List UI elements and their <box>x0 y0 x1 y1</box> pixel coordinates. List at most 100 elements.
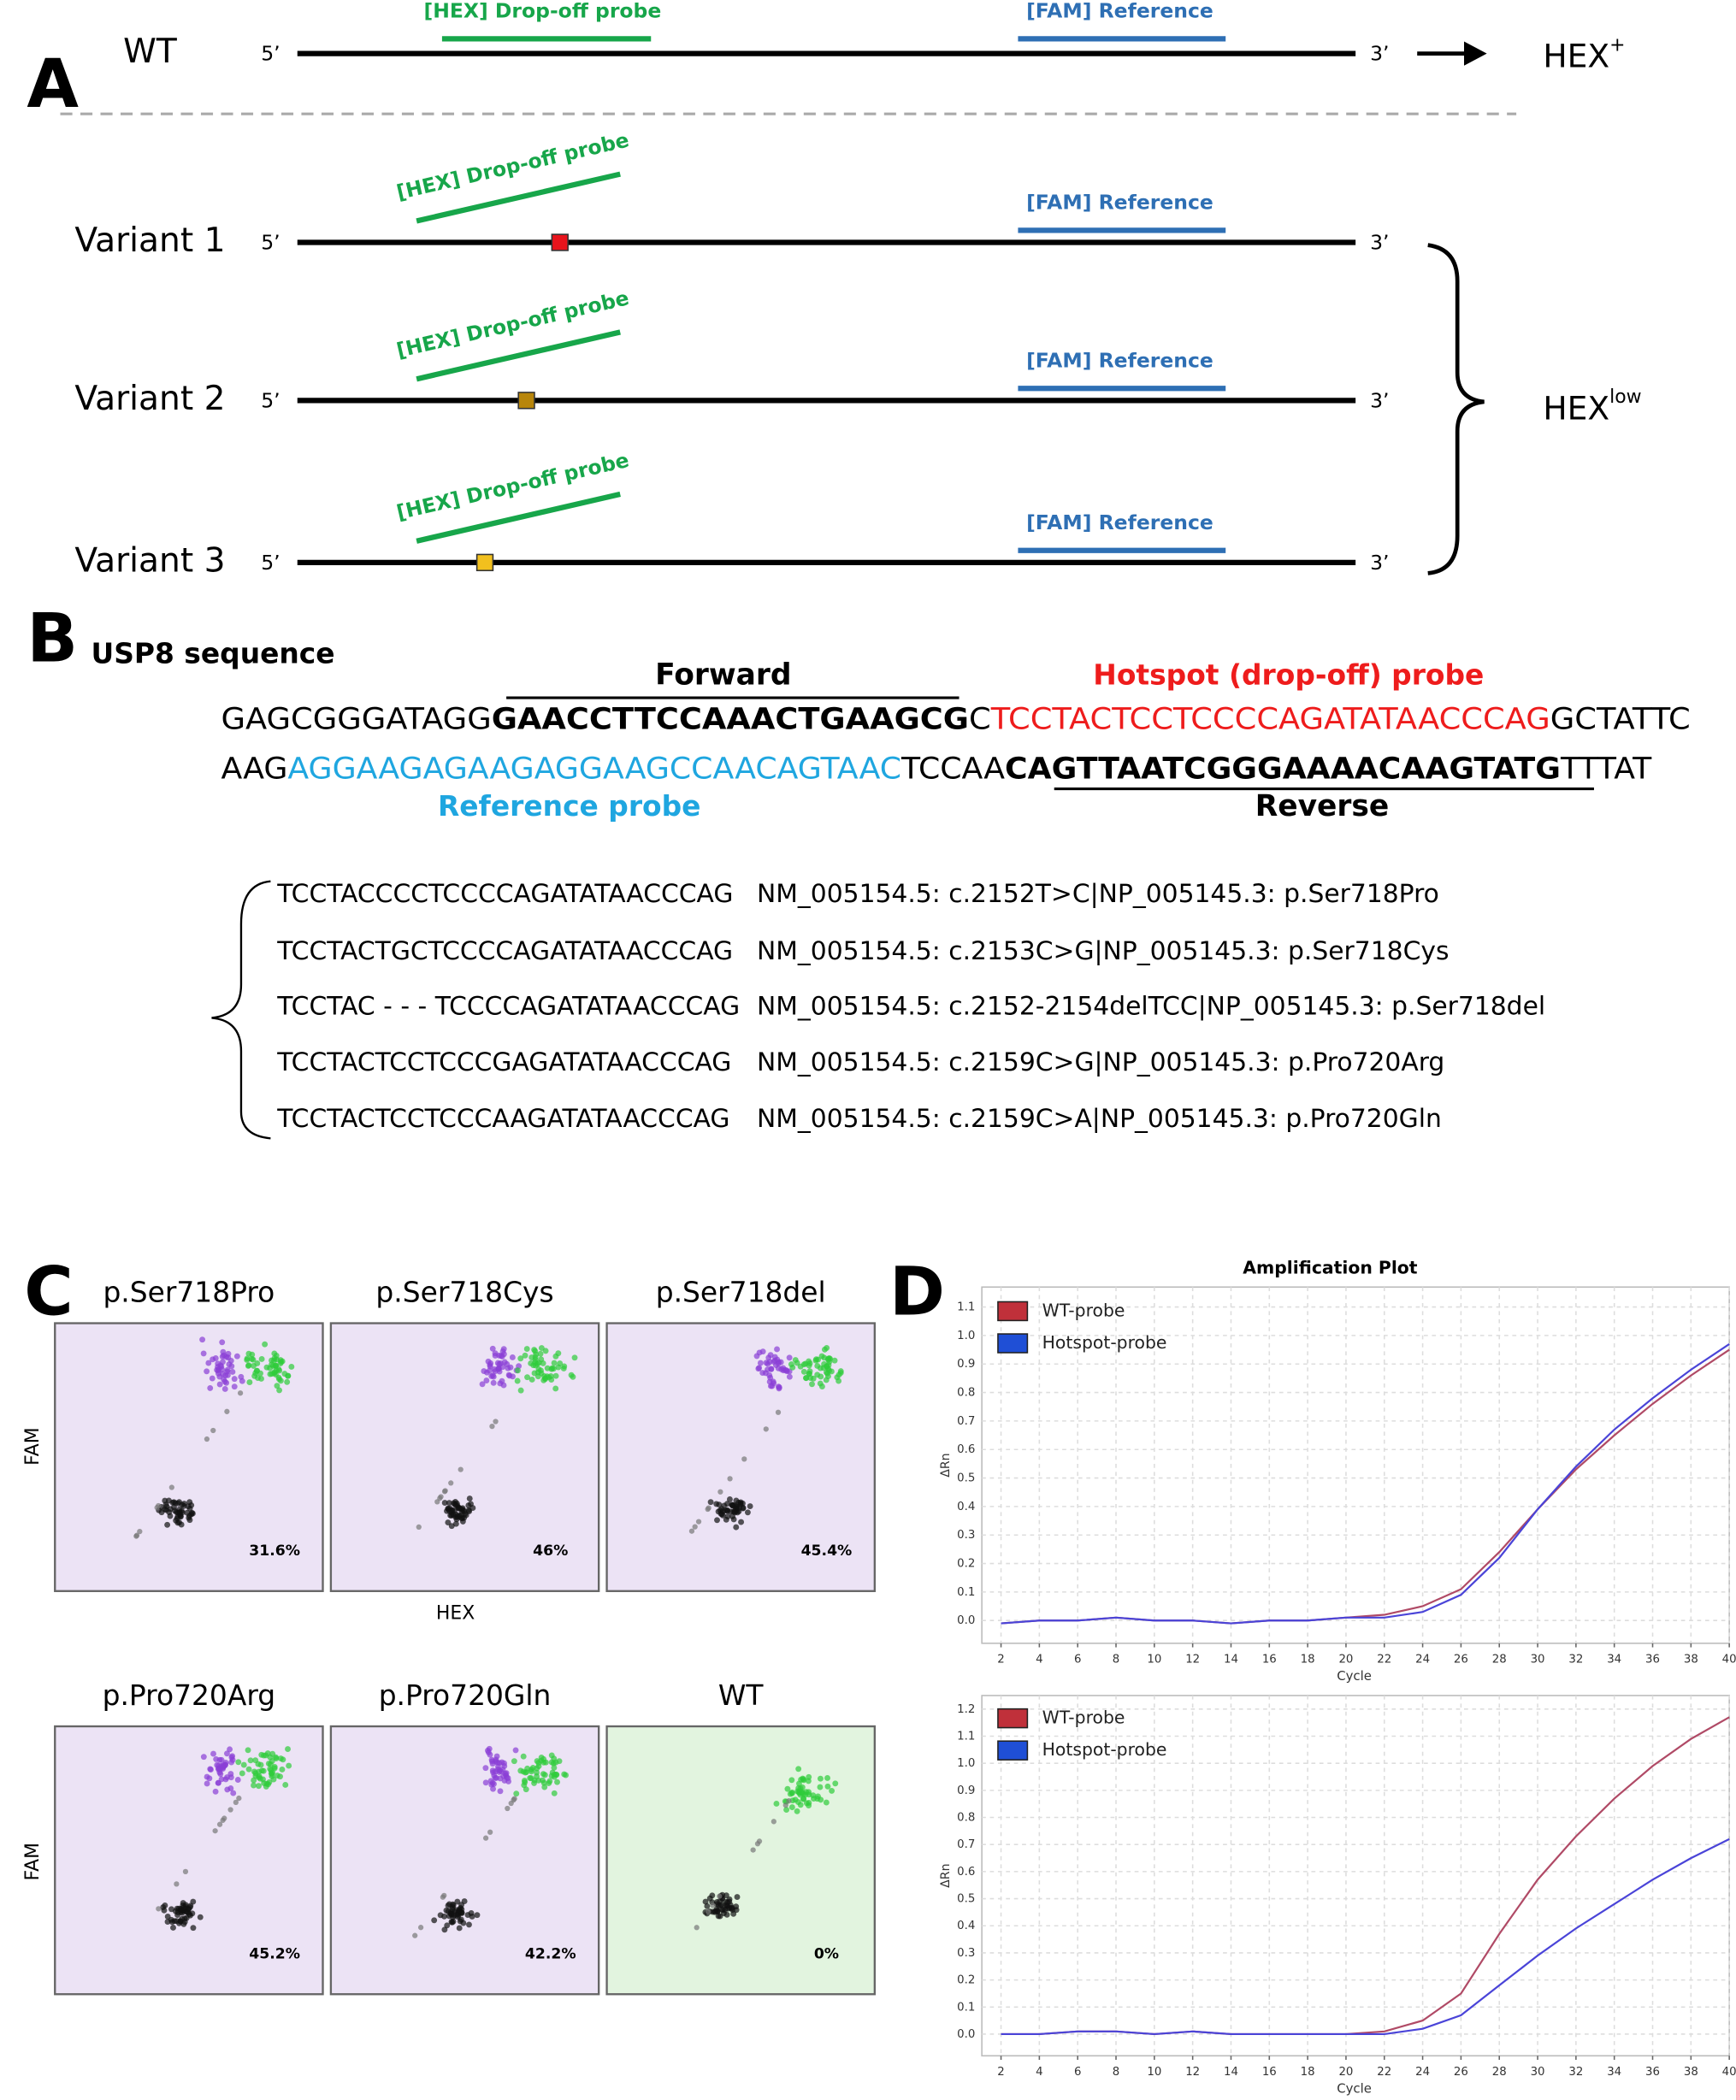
y-tick-label: 0.4 <box>957 1920 975 1932</box>
droplet <box>512 1747 519 1754</box>
droplet <box>209 1375 216 1382</box>
droplet <box>498 1768 505 1774</box>
droplet <box>488 1756 495 1763</box>
droplet <box>763 1426 769 1432</box>
droplet <box>276 1387 283 1394</box>
droplet <box>570 1373 576 1380</box>
percentage: 0% <box>814 1945 839 1962</box>
three-prime: 3’ <box>1370 42 1389 66</box>
hex-probe-label: [HEX] Drop-off probe <box>394 127 631 204</box>
mutation <box>475 553 494 572</box>
x-tick-label: 10 <box>1147 2066 1161 2079</box>
droplet <box>795 1766 802 1773</box>
droplet <box>215 1370 221 1377</box>
droplet <box>170 1925 176 1931</box>
sequence-segment: GAGCGGGATAGG <box>221 702 491 736</box>
droplet <box>216 1381 223 1388</box>
droplet <box>236 1795 242 1802</box>
droplet <box>220 1764 227 1771</box>
droplet <box>230 1790 237 1796</box>
droplet <box>704 1902 711 1909</box>
droplet <box>771 1819 776 1825</box>
droplet <box>800 1368 807 1375</box>
droplet <box>254 1367 260 1374</box>
droplet <box>534 1369 541 1376</box>
droplet <box>717 1893 723 1899</box>
droplet <box>172 1500 179 1507</box>
droplet <box>731 1509 738 1516</box>
sequence-segment: TCCAA <box>900 752 1006 786</box>
x-tick-label: 28 <box>1492 1654 1507 1666</box>
droplet <box>740 1500 746 1507</box>
x-tick-label: 6 <box>1074 1654 1081 1666</box>
droplet <box>534 1758 540 1765</box>
droplet <box>239 1377 245 1384</box>
legend-label: WT-probe <box>1042 1708 1125 1728</box>
droplet <box>806 1800 812 1806</box>
x-tick-label: 32 <box>1568 2066 1583 2079</box>
droplet <box>448 1523 455 1530</box>
droplet <box>186 1911 192 1918</box>
result-sup: low <box>1609 386 1641 408</box>
droplet <box>694 1925 700 1931</box>
three-prime: 3’ <box>1370 551 1389 575</box>
droplet <box>817 1775 824 1782</box>
droplet <box>208 1767 214 1773</box>
droplet <box>288 1364 295 1370</box>
droplet <box>750 1847 756 1853</box>
variant-annotation: NM_005154.5: c.2153C>G|NP_005145.3: p.Se… <box>757 936 1449 966</box>
droplet <box>803 1375 809 1382</box>
variant-sequence: TCCTAC - - - TCCCCAGATATAACCCAG <box>276 991 740 1021</box>
percentage: 45.2% <box>249 1945 300 1962</box>
droplet <box>189 1510 196 1517</box>
droplet <box>200 1350 207 1357</box>
variant-annotation: NM_005154.5: c.2159C>A|NP_005145.3: p.Pr… <box>757 1104 1442 1134</box>
droplet <box>284 1378 291 1385</box>
y-tick-label: 1.1 <box>957 1730 975 1743</box>
droplet <box>271 1370 278 1377</box>
droplet <box>204 1368 210 1375</box>
droplet <box>437 1912 444 1919</box>
droplet <box>531 1347 538 1353</box>
droplet <box>489 1345 496 1352</box>
droplet <box>190 1925 197 1932</box>
droplet <box>205 1360 212 1366</box>
x-tick-label: 16 <box>1262 1654 1277 1666</box>
droplet <box>534 1769 540 1776</box>
droplet <box>199 1336 206 1343</box>
y-tick-label: 0.2 <box>957 1558 975 1571</box>
legend-label: Hotspot-probe <box>1042 1332 1167 1353</box>
panel-label: C <box>24 1254 73 1331</box>
droplet <box>412 1932 418 1938</box>
droplet <box>223 1750 230 1757</box>
droplet <box>224 1786 231 1793</box>
droplet <box>247 1757 254 1764</box>
x-axis-label: Cycle <box>1337 2080 1372 2096</box>
droplet <box>495 1763 501 1770</box>
variant-sequence: TCCTACTGCTCCCCAGATATAACCCAG <box>276 936 733 966</box>
droplet <box>706 1505 712 1511</box>
droplet <box>465 1507 472 1513</box>
droplet <box>788 1789 795 1796</box>
x-tick-label: 28 <box>1492 2066 1507 2079</box>
droplet <box>723 1911 730 1918</box>
x-tick-label: 12 <box>1185 1654 1200 1666</box>
y-tick-label: 0.1 <box>957 2001 975 2014</box>
droplet <box>483 1377 490 1383</box>
droplet <box>468 1910 475 1916</box>
droplet <box>270 1776 277 1783</box>
reverse-label: Reverse <box>1255 789 1390 823</box>
droplet <box>831 1357 838 1364</box>
droplet <box>538 1754 545 1761</box>
droplet <box>229 1369 236 1375</box>
droplet <box>767 1374 774 1381</box>
five-prime: 5’ <box>261 551 280 575</box>
y-tick-label: 0.3 <box>957 1529 975 1542</box>
droplet <box>166 1497 172 1504</box>
droplet <box>521 1782 528 1789</box>
fam-probe-label: [FAM] Reference <box>1026 510 1213 534</box>
droplet <box>226 1361 233 1368</box>
droplet <box>438 1494 444 1500</box>
droplet <box>233 1353 240 1360</box>
droplet <box>276 1376 283 1383</box>
